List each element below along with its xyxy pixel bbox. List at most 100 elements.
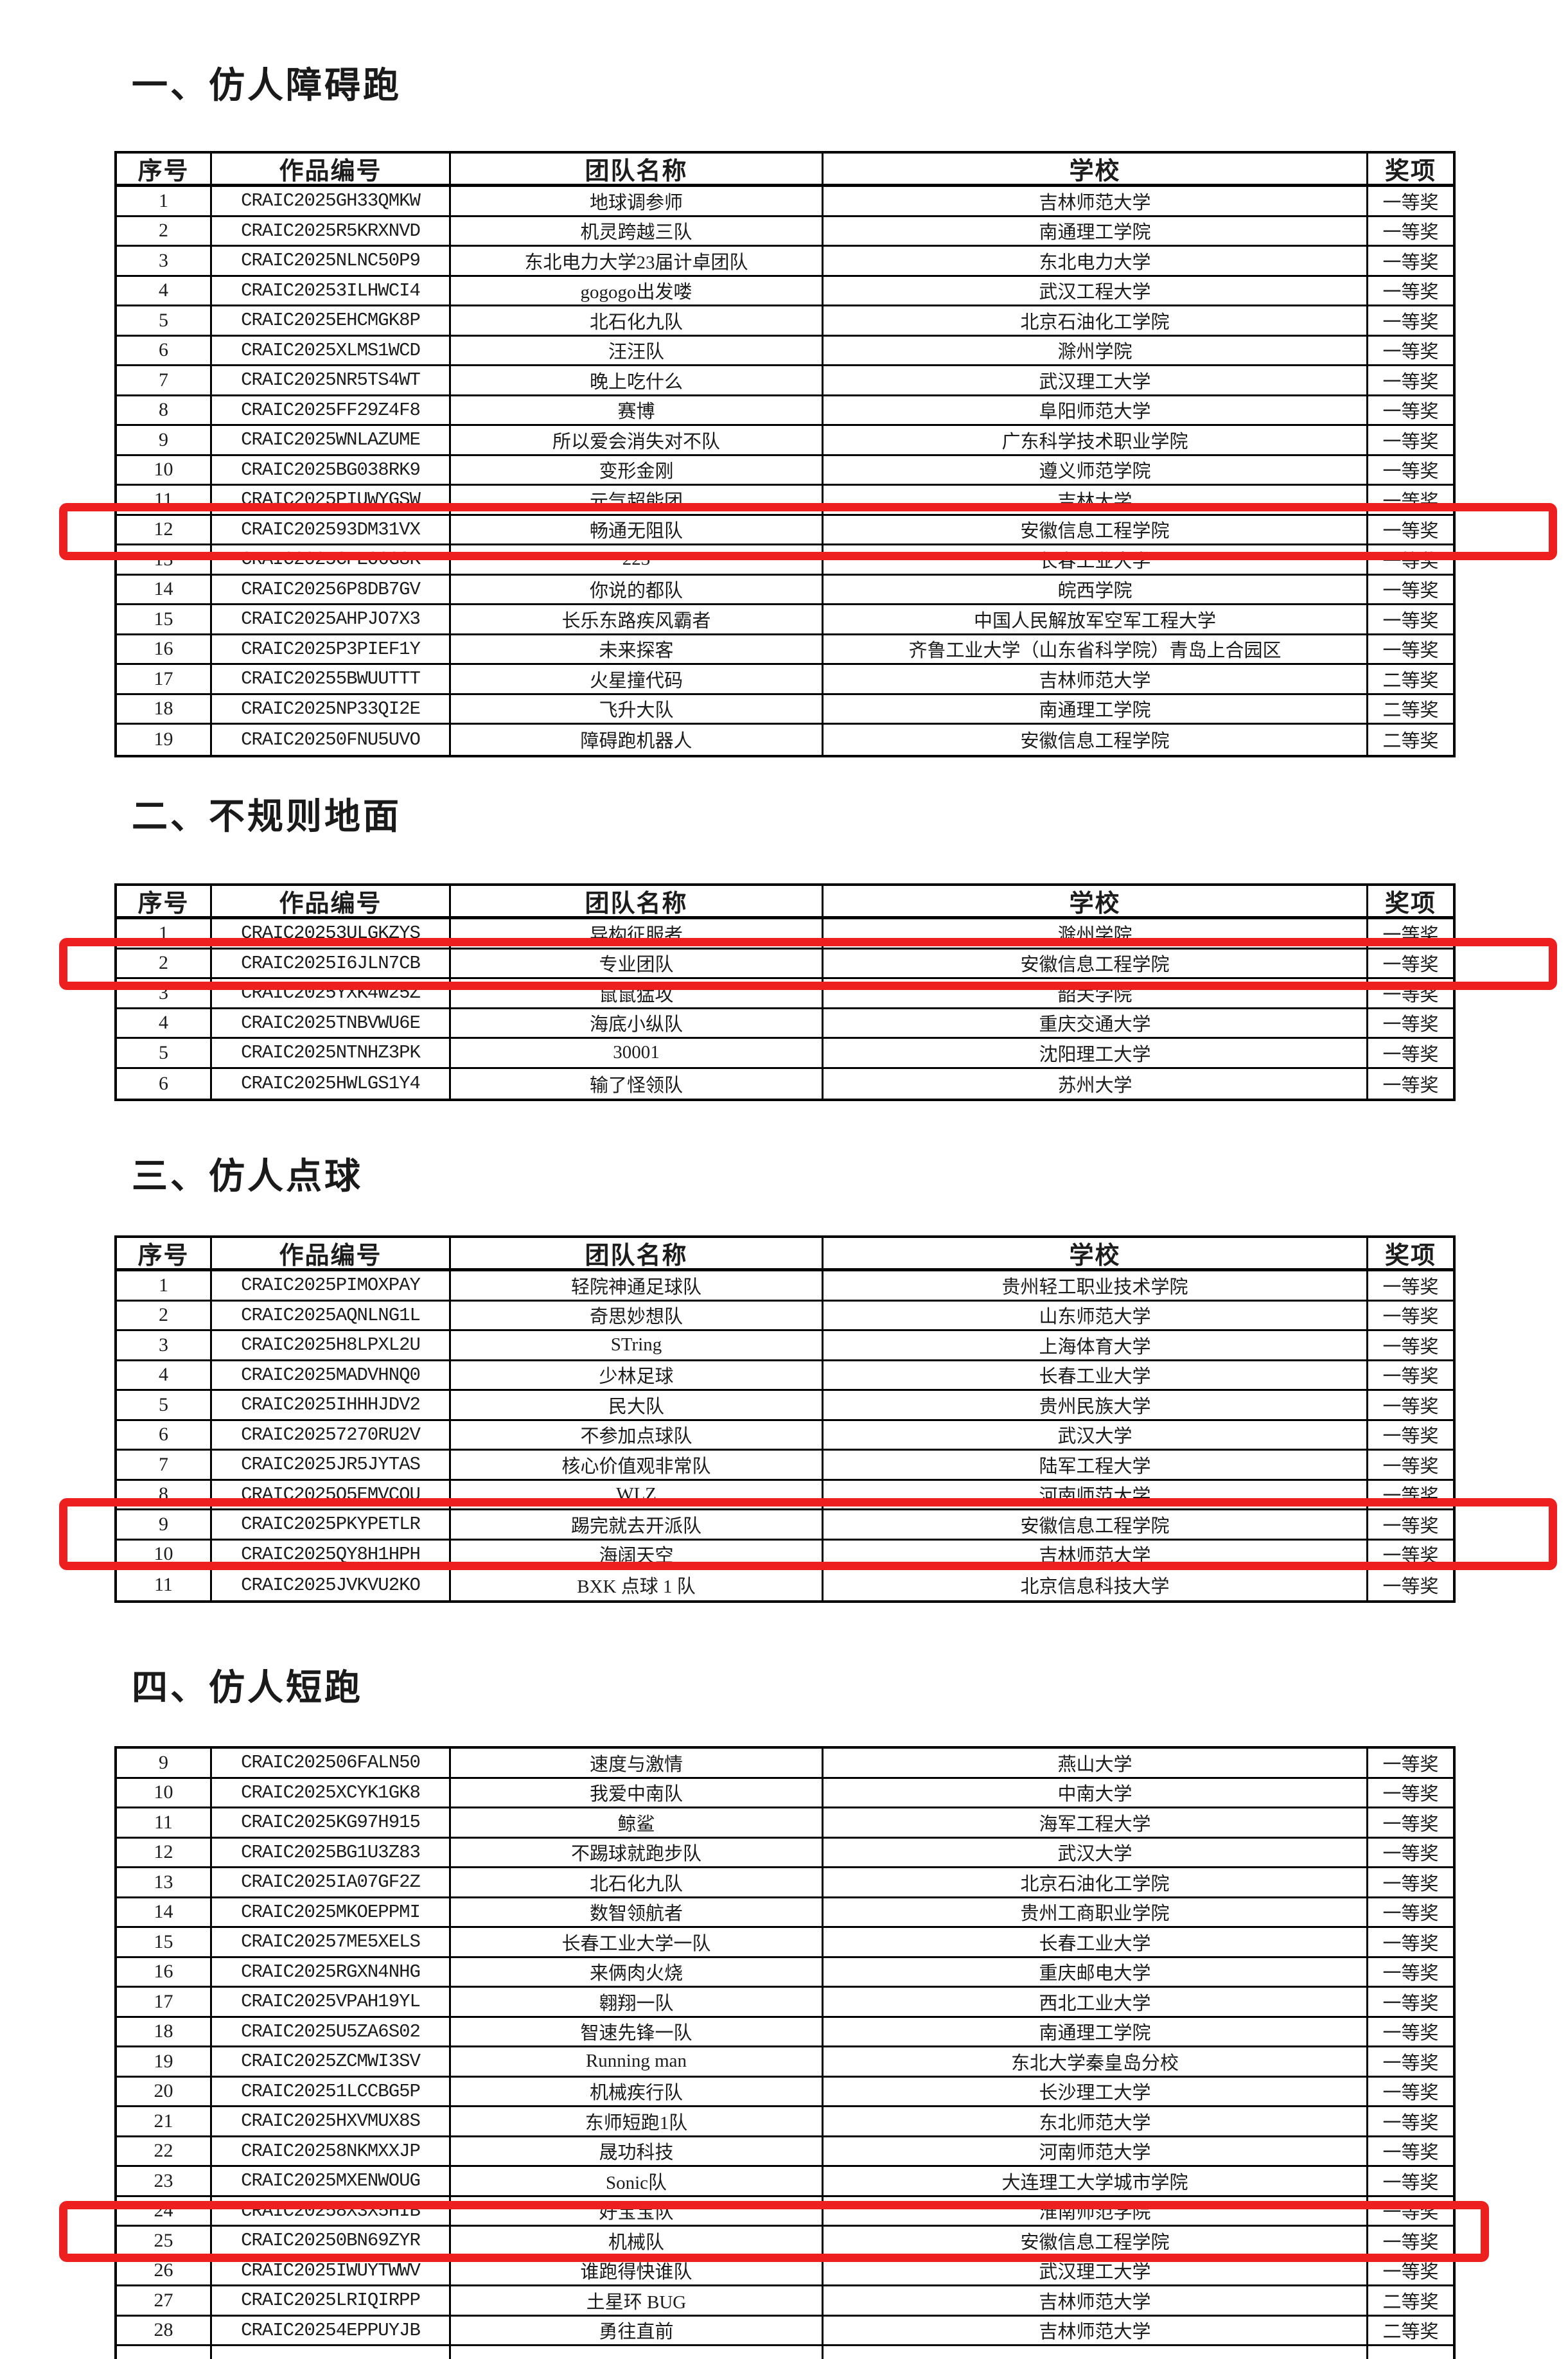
cell-entry-id: CRAIC2025HXVMUX8S (212, 2107, 451, 2135)
cell-serial: 28 (117, 2316, 212, 2344)
cell-award: 一等奖 (1382, 955, 1439, 976)
cell-entry-id: CRAIC2025IWUYTWWV (212, 2256, 451, 2284)
cell-school: 中国人民解放军空军工程大学 (824, 605, 1368, 633)
cell-team-name: 勇往直前 (451, 2316, 824, 2344)
cell-entry-id: CRAIC2025LRIQIRPP (212, 2286, 451, 2315)
cell-school: 遵义师范学院 (824, 455, 1368, 484)
cell-school: 贵州工商职业学院 (824, 1898, 1368, 1926)
cell-award: 二等奖 (1382, 731, 1439, 752)
cell-team-name: 输了怪领队 (451, 1068, 824, 1099)
cell-award: 一等奖 (1382, 1873, 1439, 1895)
cell-entry-id: CRAIC2025U5ZA6S02 (212, 2017, 451, 2045)
table-row: 19 CRAIC20250FNU5UVO 障碍跑机器人 安徽信息工程学院 二等奖 (117, 725, 1453, 755)
cell-entry-id: CRAIC20250BN69ZYR (212, 2227, 451, 2255)
cell-serial: 2 (117, 216, 212, 245)
cell-school: 安徽信息工程学院 (824, 1510, 1368, 1539)
cell-team-name: 智速先锋一队 (451, 2017, 824, 2045)
cell-team-name: 民大队 (451, 1391, 824, 1419)
awards-table: 序号 作品编号 团队名称 学校 奖项 1 CRAIC20253ULGKZYS 异构征服者 滁州学… (114, 883, 1456, 1101)
header-cell-award: 奖项 (1384, 158, 1436, 184)
cell-entry-id: CRAIC2025AQNLNG1L (212, 1301, 451, 1329)
cell-serial: 12 (117, 1838, 212, 1866)
cell-team-name: 长春工业大学一队 (451, 1928, 824, 1956)
table-header-row: 序号 作品编号 团队名称 学校 奖项 (117, 154, 1453, 187)
header-cell-award: 奖项 (1384, 890, 1436, 916)
cell-entry-id: CRAIC20256P8DB7GV (212, 575, 451, 603)
cell-serial: 6 (117, 1420, 212, 1449)
cell-school: 武汉工程大学 (824, 276, 1368, 305)
cell-school: 贵州民族大学 (824, 1391, 1368, 1419)
cell-serial: 16 (117, 635, 212, 663)
cell-team-name: 机械队 (451, 2227, 824, 2255)
cell-team-name: 你说的都队 (451, 575, 824, 603)
cell-school: 吉林师范大学 (824, 2316, 1368, 2344)
cell-school: 重庆交通大学 (824, 1009, 1368, 1037)
cell-award: 一等奖 (1382, 1963, 1439, 1984)
cell-award: 一等奖 (1382, 1844, 1439, 1865)
cell-entry-id: CRAIC2025RGXN4NHG (212, 1957, 451, 1986)
cell-serial: 6 (117, 336, 212, 364)
cell-entry-id: CRAIC2025P3PIEF1Y (212, 635, 451, 663)
cell-award: 一等奖 (1382, 641, 1439, 662)
table-row: 2 CRAIC2025I6JLN7CB 专业团队 安徽信息工程学院 一等奖 (117, 949, 1453, 979)
cell-serial: 7 (117, 366, 212, 394)
table-row: 1 CRAIC20253ULGKZYS 异构征服者 滁州学院 一等奖 (117, 919, 1453, 950)
table-row: 11 CRAIC2025KG97H915 鲸鲨 海军工程大学 一等奖 (117, 1808, 1453, 1839)
cell-school: 滁州学院 (824, 336, 1368, 364)
cell-school: 燕山大学 (824, 1749, 1368, 1777)
cell-school: 北京信息科技大学 (824, 1570, 1368, 1600)
cell-school: 北京石油化工学院 (824, 1868, 1368, 1896)
cell-team-name: 专业团队 (451, 949, 824, 977)
cell-award: 一等奖 (1382, 1814, 1439, 1835)
cell-award: 一等奖 (1382, 2083, 1439, 2104)
cell-award: 一等奖 (1382, 1515, 1439, 1537)
section-title: 一、仿人障碍跑 (132, 66, 401, 106)
cell-school: 武汉理工大学 (824, 2256, 1368, 2284)
cell-serial: 20 (117, 2077, 212, 2105)
cell-award: 一等奖 (1382, 1075, 1439, 1096)
cell-award: 一等奖 (1382, 1754, 1439, 1775)
cell-award: 一等奖 (1382, 610, 1439, 632)
cell-entry-id: CRAIC2025PKYPETLR (212, 1510, 451, 1539)
cell-school: 河南师范大学 (824, 1480, 1368, 1508)
cell-award: 一等奖 (1382, 1044, 1439, 1065)
table-row: 17 CRAIC20255BWUUTTT 火星撞代码 吉林师范大学 二等奖 (117, 665, 1453, 695)
cell-award: 一等奖 (1382, 1307, 1439, 1328)
cell-team-name: 汪汪队 (451, 336, 824, 364)
cell-school: 吉林大学 (824, 486, 1368, 514)
cell-school: 长春工业大学 (824, 545, 1368, 574)
cell-team-name: 北石化九队 (451, 1868, 824, 1896)
cell-award: 一等奖 (1382, 551, 1439, 572)
cell-school: 武汉理工大学 (824, 366, 1368, 394)
cell-serial: 17 (117, 1988, 212, 2016)
cell-school: 广东科学技术职业学院 (824, 426, 1368, 454)
cell-entry-id: CRAIC2025WNLAZUME (212, 426, 451, 454)
cell-serial: 11 (117, 1808, 212, 1837)
cell-serial: 11 (117, 1570, 212, 1600)
cell-serial: 17 (117, 665, 212, 693)
cell-entry-id: CRAIC2025JR5JYTAS (212, 1451, 451, 1479)
table-row: 2 CRAIC2025R5KRXNVD 机灵跨越三队 南通理工学院 一等奖 (117, 216, 1453, 247)
cell-school: 北京石油化工学院 (824, 306, 1368, 335)
header-cell-school: 学校 (824, 886, 1368, 916)
cell-serial: 10 (117, 1540, 212, 1568)
cell-team-name: 奇思妙想队 (451, 1301, 824, 1329)
table-row: 3 CRAIC2025H8LPXL2U STring 上海体育大学 一等奖 (117, 1331, 1453, 1361)
cell-entry-id: CRAIC20254EPPUYJB (212, 2316, 451, 2344)
cell-award: 一等奖 (1382, 2143, 1439, 2164)
table-row: 16 CRAIC2025RGXN4NHG 来俩肉火烧 重庆邮电大学 一等奖 (117, 1957, 1453, 1988)
cell-entry-id: CRAIC2025MXENWOUG (212, 2167, 451, 2195)
header-cell-entry-id: 作品编号 (212, 886, 451, 916)
cell-team-name: 东北电力大学23届计卓团队 (451, 247, 824, 275)
cell-school: 重庆邮电大学 (824, 1957, 1368, 1986)
cell-school: 沈阳理工大学 (824, 1039, 1368, 1067)
table-row: 14 CRAIC20256P8DB7GV 你说的都队 皖西学院 一等奖 (117, 575, 1453, 605)
cell-award: 一等奖 (1382, 461, 1439, 482)
cell-team-name: 少林足球 (451, 1361, 824, 1389)
cell-entry-id: CRAIC20257ME5XELS (212, 1928, 451, 1956)
cell-award: 一等奖 (1382, 1784, 1439, 1805)
table-row: 13 CRAIC2025CPEO6G8K 223 长春工业大学 一等奖 (117, 545, 1453, 576)
cell-entry-id: CRAIC2025XCYK1GK8 (212, 1778, 451, 1807)
table-row: 8 CRAIC2025Q5EMVCQU WLZ 河南师范大学 一等奖 (117, 1480, 1453, 1510)
